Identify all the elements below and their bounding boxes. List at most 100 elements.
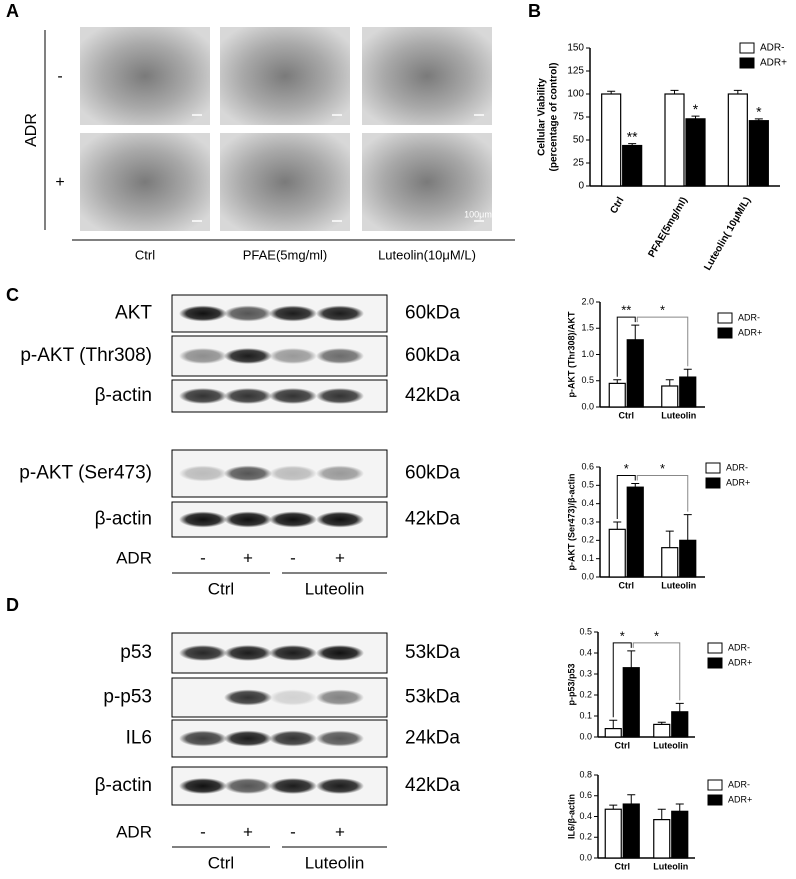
significance-label: * (660, 303, 665, 318)
band (179, 348, 227, 364)
blot-size: 60kDa (405, 303, 460, 324)
legend-swatch (707, 642, 723, 654)
error-bar (631, 483, 640, 488)
blot-label: p-p53 (103, 687, 152, 708)
y-tick-label: 0.0 (581, 401, 594, 411)
band (224, 689, 272, 706)
band (269, 305, 317, 322)
y-tick-label: 0.0 (579, 731, 592, 741)
error-bar (665, 530, 674, 548)
y-tick-label: 0.4 (579, 811, 592, 821)
legend-swatch (707, 657, 723, 669)
x-tick-label: Luteolin (661, 580, 696, 590)
blot-size: 60kDa (405, 345, 460, 366)
row-title: ADR (23, 113, 40, 147)
y-tick-label: 0.2 (581, 535, 594, 545)
y-tick-label: 0.3 (579, 668, 592, 678)
x-tick-label: Ctrl (615, 740, 631, 750)
y-tick-label: 50 (573, 135, 585, 146)
legend-swatch (717, 312, 733, 324)
blot-label: β-actin (95, 385, 152, 406)
x-tick-label: Ctrl (619, 580, 635, 590)
band (316, 348, 364, 364)
band (269, 645, 317, 661)
blot-size: 60kDa (405, 463, 460, 484)
error-bar (631, 324, 640, 340)
bar (748, 120, 769, 187)
band (179, 388, 227, 404)
band (269, 348, 317, 364)
error-bar (675, 702, 684, 712)
significance-label: * (660, 461, 665, 476)
bar (727, 93, 748, 187)
error-bar (683, 514, 692, 541)
y-tick-label: 0.5 (581, 480, 594, 490)
blot-label: IL6 (126, 728, 152, 749)
lane-label: + (243, 548, 253, 567)
error-bar (675, 803, 684, 812)
band (179, 511, 227, 528)
error-bar (627, 650, 636, 668)
panel-label: C (6, 285, 19, 305)
group-label: Luteolin (305, 579, 365, 598)
band (179, 465, 227, 482)
row-label: + (55, 174, 64, 191)
bar (626, 339, 644, 408)
band (316, 730, 364, 747)
x-tick-label: Luteolin( 10μM/L) (702, 195, 753, 272)
error-bar (628, 143, 637, 146)
band (316, 689, 364, 706)
y-tick-label: 1.0 (581, 349, 594, 359)
band (269, 778, 317, 794)
y-axis-label: p-AKT (Thr308)/AKT (566, 311, 576, 397)
error-bar (657, 721, 666, 725)
x-tick-label: Luteolin (653, 861, 688, 871)
blot-label: β-actin (95, 509, 152, 530)
error-bar (627, 794, 636, 805)
column-label: PFAE(5mg/ml) (243, 247, 328, 262)
y-tick-label: 0.0 (581, 571, 594, 581)
legend-label: ADR+ (726, 477, 750, 487)
bar (661, 547, 679, 578)
blot-label: p53 (120, 642, 152, 663)
band (179, 730, 227, 747)
blot-label: p-AKT (Ser473) (19, 463, 152, 484)
band (224, 348, 272, 364)
legend-label: ADR+ (728, 657, 752, 667)
legend-swatch (707, 779, 723, 791)
y-tick-label: 0.5 (581, 375, 594, 385)
legend-swatch (705, 462, 721, 474)
panel-label: A (6, 1, 19, 21)
legend-label: ADR- (738, 312, 760, 322)
column-label: Ctrl (135, 247, 155, 262)
legend-label: ADR- (760, 43, 784, 54)
panel-label: D (6, 595, 19, 615)
blot-size: 42kDa (405, 509, 460, 530)
micrograph (80, 27, 210, 125)
error-bar (670, 89, 679, 94)
micrograph (80, 133, 210, 231)
y-tick-label: 0.2 (579, 832, 592, 842)
error-bar (691, 115, 700, 119)
lane-label: + (335, 548, 345, 567)
bar (671, 810, 689, 859)
significance-label: ** (621, 303, 631, 318)
scale-label: 100μm (464, 209, 492, 219)
x-tick-label: Ctrl (608, 195, 626, 216)
group-label: Luteolin (305, 853, 365, 872)
bar (664, 93, 685, 187)
error-bar (607, 90, 616, 94)
significance-bracket (636, 475, 689, 512)
band (269, 388, 317, 404)
x-tick-label: Luteolin (653, 740, 688, 750)
lane-title: ADR (116, 822, 152, 841)
y-axis-label: (percentage of control) (549, 63, 560, 172)
error-bar (665, 379, 674, 386)
y-tick-label: 2.0 (581, 296, 594, 306)
band (269, 511, 317, 528)
lane-label: - (200, 548, 206, 567)
y-tick-label: 0.8 (579, 769, 592, 779)
annotation: * (693, 101, 699, 117)
bar (653, 819, 671, 859)
bar (608, 382, 626, 408)
